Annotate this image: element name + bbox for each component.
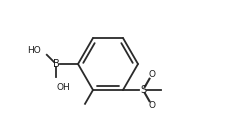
Text: OH: OH	[57, 83, 71, 92]
Text: HO: HO	[27, 46, 41, 55]
Text: B: B	[52, 59, 59, 69]
Text: O: O	[148, 70, 155, 79]
Text: O: O	[148, 101, 155, 110]
Text: S: S	[139, 85, 145, 95]
